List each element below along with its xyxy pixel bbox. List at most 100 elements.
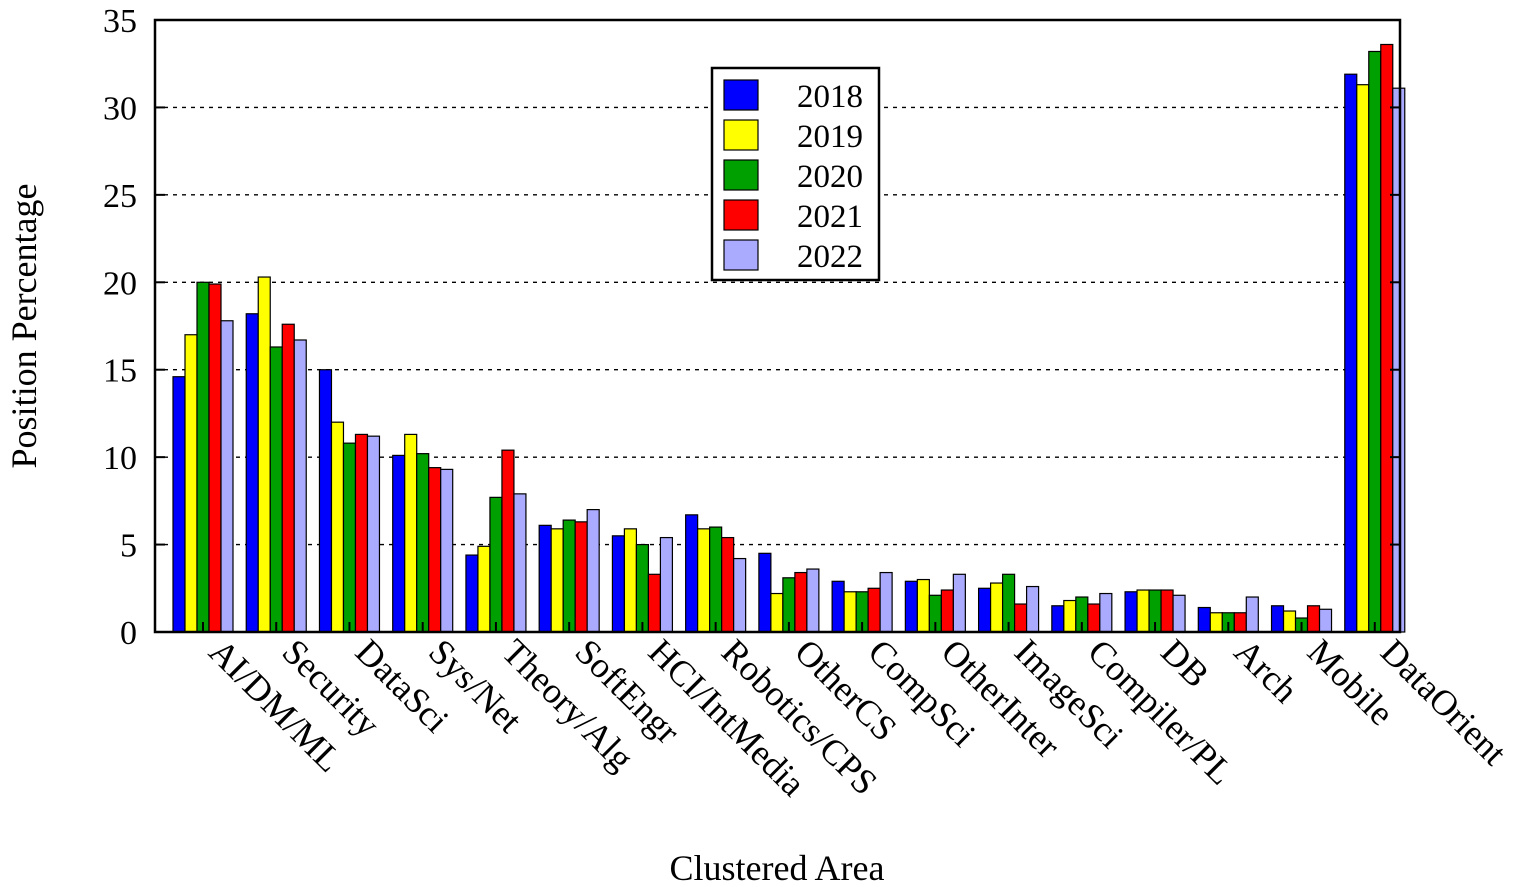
bar-2022 [366, 435, 381, 633]
bar-2018 [318, 369, 333, 633]
bar-2020 [562, 519, 576, 633]
bar-2019 [257, 276, 271, 633]
bar-2021 [721, 536, 735, 633]
bar-2022 [952, 573, 966, 633]
y-axis-title: Position Percentage [4, 184, 44, 469]
bar-2020 [269, 346, 283, 633]
bar-2022 [586, 509, 600, 633]
bar-2019 [697, 528, 711, 633]
legend-swatch-2020 [723, 159, 759, 191]
bar-2022 [1099, 592, 1113, 633]
bar-2020 [709, 526, 723, 633]
bar-2018 [977, 587, 992, 633]
legend-swatch-2018 [723, 79, 759, 111]
bar-2019 [1209, 612, 1223, 633]
bar-2021 [867, 587, 881, 633]
bar-2022 [1172, 594, 1186, 633]
bar-2018 [831, 580, 845, 633]
bar-2021 [428, 467, 442, 633]
bar-2018 [1344, 73, 1358, 633]
bar-2019 [1136, 589, 1150, 633]
bar-2022 [293, 339, 307, 633]
y-tick-label: 30 [103, 90, 137, 127]
bar-2018 [172, 376, 186, 633]
bar-2021 [1306, 605, 1321, 633]
bar-2022 [1245, 596, 1259, 633]
bar-2020 [635, 543, 650, 633]
bar-2021 [354, 433, 369, 633]
bar-2022 [440, 468, 454, 633]
bar-2019 [550, 528, 564, 633]
bar-2019 [623, 528, 638, 633]
bar-2021 [1087, 603, 1101, 633]
bar-2019 [843, 591, 857, 633]
bar-2018 [611, 535, 626, 633]
y-tick-label: 10 [103, 440, 137, 477]
y-tick-label: 35 [103, 3, 137, 40]
bar-2019 [184, 334, 198, 633]
bar-2018 [1197, 606, 1211, 633]
bar-2018 [685, 514, 699, 633]
bar-2018 [1270, 605, 1285, 633]
bar-2019 [404, 433, 418, 633]
bar-2022 [1318, 608, 1333, 633]
legend-label-2022: 2022 [797, 239, 863, 275]
legend-swatch-2022 [723, 239, 759, 271]
bar-2018 [1124, 591, 1138, 633]
bar-2020 [1368, 50, 1382, 633]
bar-2019 [989, 582, 1004, 633]
bar-2022 [513, 493, 527, 633]
bar-2021 [1233, 612, 1247, 633]
bar-2021 [281, 323, 295, 633]
bar-2021 [574, 521, 588, 633]
legend-swatch-2019 [723, 119, 759, 151]
bar-2021 [794, 571, 808, 633]
bar-2019 [477, 545, 491, 633]
legend-swatch-2021 [723, 199, 759, 231]
y-tick-label: 5 [120, 528, 137, 565]
bar-2018 [758, 552, 772, 633]
y-tick-label: 0 [120, 615, 137, 652]
bar-2021 [647, 573, 662, 633]
bar-2019 [916, 578, 930, 633]
x-tick-label: Arch [1227, 631, 1306, 710]
plot-frame [153, 18, 1402, 634]
bar-2018 [1051, 605, 1065, 633]
bar-2021 [1160, 589, 1174, 633]
bar-2020 [416, 453, 430, 633]
bar-2022 [659, 536, 674, 633]
bar-2020 [342, 442, 357, 633]
bar-2018 [904, 580, 918, 633]
legend-label-2021: 2021 [797, 199, 863, 235]
legend-label-2020: 2020 [797, 159, 863, 195]
legend: 2018 2019 2020 2021 2022 [710, 66, 881, 282]
bar-2021 [940, 589, 954, 633]
bar-2022 [879, 571, 893, 633]
bar-2019 [770, 592, 784, 633]
bar-2018 [245, 313, 259, 633]
bar-2020 [489, 496, 503, 633]
bar-2021 [208, 283, 222, 633]
x-axis-title: Clustered Area [670, 848, 885, 887]
legend-label-2019: 2019 [797, 119, 863, 155]
legend-label-2018: 2018 [797, 79, 863, 115]
bar-2019 [1282, 610, 1297, 633]
x-axis-labels: AI/DM/MLSecurityDataSciSys/NetTheory/Alg… [201, 622, 1514, 804]
bar-2018 [538, 524, 552, 633]
y-tick-label: 25 [103, 178, 137, 215]
bar-2018 [465, 554, 479, 633]
bar-2022 [1025, 585, 1040, 633]
bar-2021 [1013, 603, 1028, 633]
bar-2018 [392, 454, 406, 633]
bar-2022 [220, 320, 234, 633]
bar-2022 [733, 557, 747, 633]
bar-2019 [1356, 84, 1370, 633]
y-axis-ticks: 0 5 10 15 20 25 30 35 [103, 3, 1400, 652]
bar-2021 [501, 449, 515, 633]
bar-2019 [1063, 599, 1077, 633]
y-tick-label: 20 [103, 265, 137, 302]
bar-2019 [330, 421, 345, 633]
bar-2022 [806, 568, 820, 633]
